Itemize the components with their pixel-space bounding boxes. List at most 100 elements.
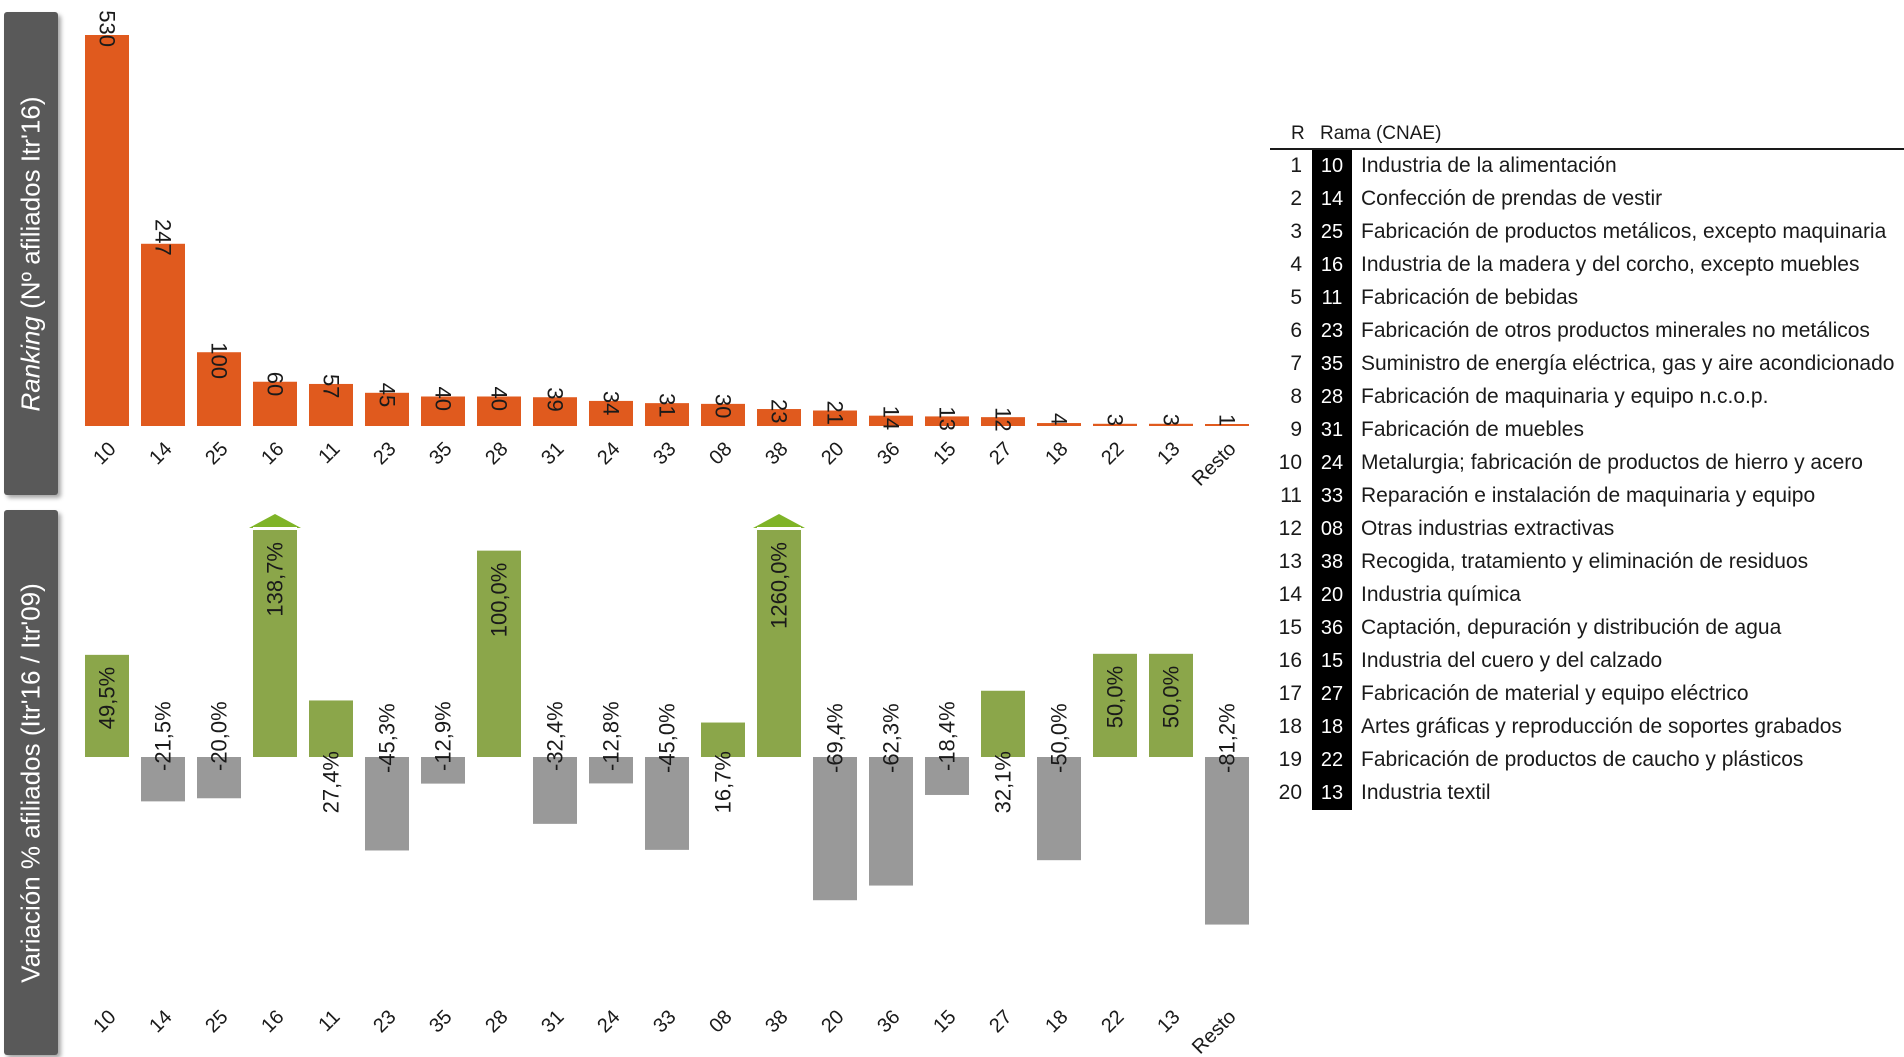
legend-rank: 17: [1278, 682, 1302, 705]
legend-row: 13 38 Recogida, tratamiento y eliminación …: [1270, 546, 1904, 579]
legend-rank: 6: [1290, 319, 1302, 342]
legend-code: 23: [1312, 315, 1352, 348]
variation-value-label: -50,0%: [1047, 703, 1072, 773]
legend-name: Artes gráficas y reproducción de soporte…: [1361, 715, 1842, 738]
legend-row: 1 10 Industria de la alimentación: [1270, 150, 1904, 183]
legend-rank: 14: [1278, 583, 1302, 606]
legend-rank: 10: [1278, 451, 1302, 474]
legend-code: 15: [1312, 645, 1352, 678]
ranking-tick-label: 23: [369, 438, 400, 469]
variation-bar-negative: [533, 757, 577, 824]
ranking-tick-label: 15: [929, 438, 960, 469]
chart-canvas: 5301024714100256016571145234035402839313…: [85, 10, 1249, 1057]
variation-bar-positive: [253, 530, 297, 757]
legend-code: 14: [1312, 183, 1352, 216]
ranking-value-label: 100: [207, 342, 232, 379]
variation-tick-label: 14: [145, 1006, 176, 1037]
legend-code: 13: [1312, 777, 1352, 810]
ranking-tick-label: 10: [89, 438, 120, 469]
legend-row: 8 28 Fabricación de maquinaria y equipo n.…: [1270, 381, 1904, 414]
legend-row: 12 08 Otras industrias extractivas: [1270, 513, 1904, 546]
variation-value-label: 100,0%: [487, 563, 512, 638]
variation-tick-label: 16: [257, 1006, 288, 1037]
variation-tick-label: 13: [1153, 1006, 1184, 1037]
legend-code: 35: [1312, 348, 1352, 381]
variation-value-label: -32,4%: [543, 701, 568, 771]
legend-rank: 20: [1278, 781, 1302, 804]
ranking-value-label: 530: [95, 10, 120, 47]
legend-name: Industria de la alimentación: [1361, 154, 1617, 177]
ranking-value-label: 3: [1159, 414, 1184, 426]
ranking-bar: [981, 417, 1025, 426]
legend-name: Metalurgia; fabricación de productos de …: [1361, 451, 1863, 474]
ranking-tick-label: 31: [537, 438, 568, 469]
legend-code: 08: [1312, 513, 1352, 546]
variation-bar-negative: [645, 757, 689, 850]
legend-code: 11: [1312, 282, 1352, 315]
legend-rank: 15: [1278, 616, 1302, 639]
variation-tick-label: 25: [201, 1006, 232, 1037]
legend-code: 16: [1312, 249, 1352, 282]
legend-name: Reparación e instalación de maquinaria y…: [1361, 484, 1816, 507]
variation-value-label: -69,4%: [823, 703, 848, 773]
ranking-bar: [309, 383, 353, 426]
variation-value-label: 16,7%: [711, 751, 736, 813]
legend-row: 19 22 Fabricación de productos de caucho y…: [1270, 744, 1904, 777]
ranking-value-label: 4: [1047, 413, 1072, 425]
ranking-bar: [1205, 424, 1249, 426]
variation-value-label: -12,8%: [599, 701, 624, 771]
ranking-value-label: 40: [431, 386, 456, 410]
variation-value-label: 32,1%: [991, 751, 1016, 813]
variation-tick-label: Resto: [1188, 1006, 1241, 1057]
variation-tick-label: 22: [1097, 1006, 1128, 1037]
variation-side-panel: Variación % afiliados (Itr'16 / Itr'09): [4, 510, 58, 1055]
ranking-bar: [701, 403, 745, 426]
legend-name: Industria química: [1361, 583, 1521, 606]
ranking-tick-label: 20: [817, 438, 848, 469]
legend-name: Industria textil: [1361, 781, 1491, 804]
ranking-value-label: 31: [655, 393, 680, 417]
legend-name: Fabricación de maquinaria y equipo n.c.o…: [1361, 385, 1769, 408]
ranking-tick-label: 16: [257, 438, 288, 469]
legend-code: 18: [1312, 711, 1352, 744]
legend-row: 14 20 Industria química: [1270, 579, 1904, 612]
ranking-bar: [925, 416, 969, 426]
variation-bar-positive: [981, 690, 1025, 757]
legend-row: 9 31 Fabricación de muebles: [1270, 414, 1904, 447]
ranking-value-label: 23: [767, 399, 792, 423]
variation-tick-label: 18: [1041, 1006, 1072, 1037]
ranking-value-label: 1: [1215, 414, 1240, 426]
ranking-tick-label: 08: [705, 438, 736, 469]
ranking-value-label: 45: [375, 383, 400, 407]
overflow-arrow-icon: [249, 514, 301, 528]
variation-tick-label: 23: [369, 1006, 400, 1037]
variation-value-label: 49,5%: [95, 667, 120, 729]
variation-bar-negative: [365, 757, 409, 851]
variation-value-label: -81,2%: [1215, 703, 1240, 773]
variation-value-label: -21,5%: [151, 701, 176, 771]
variation-value-label: -45,3%: [375, 703, 400, 773]
variation-value-label: -18,4%: [935, 701, 960, 771]
sector-legend: R Rama (CNAE) 1 10 Industria de la aliment…: [1270, 120, 1904, 810]
legend-rank: 7: [1290, 352, 1302, 375]
variation-bar-positive: [309, 700, 353, 757]
variation-tick-label: 24: [593, 1006, 624, 1037]
variation-value-label: 1260,0%: [767, 542, 792, 629]
ranking-tick-label: 25: [201, 438, 232, 469]
legend-name: Confección de prendas de vestir: [1361, 187, 1663, 210]
ranking-bar: [477, 396, 521, 426]
variation-bar-negative: [589, 757, 633, 784]
legend-row: 16 15 Industria del cuero y del calzado: [1270, 645, 1904, 678]
ranking-bar: [1149, 423, 1193, 426]
legend-rank: 8: [1290, 385, 1302, 408]
variation-tick-label: 28: [481, 1006, 512, 1037]
legend-header-rank: R: [1291, 123, 1305, 144]
ranking-bar: [85, 35, 129, 426]
variation-value-label: 27,4%: [319, 751, 344, 813]
ranking-tick-label: 18: [1041, 438, 1072, 469]
ranking-tick-label: 33: [649, 438, 680, 469]
legend-row: 18 18 Artes gráficas y reproducción de sop…: [1270, 711, 1904, 744]
legend-rank: 12: [1278, 517, 1302, 540]
ranking-value-label: 12: [991, 407, 1016, 431]
legend-rank: 1: [1290, 154, 1302, 177]
